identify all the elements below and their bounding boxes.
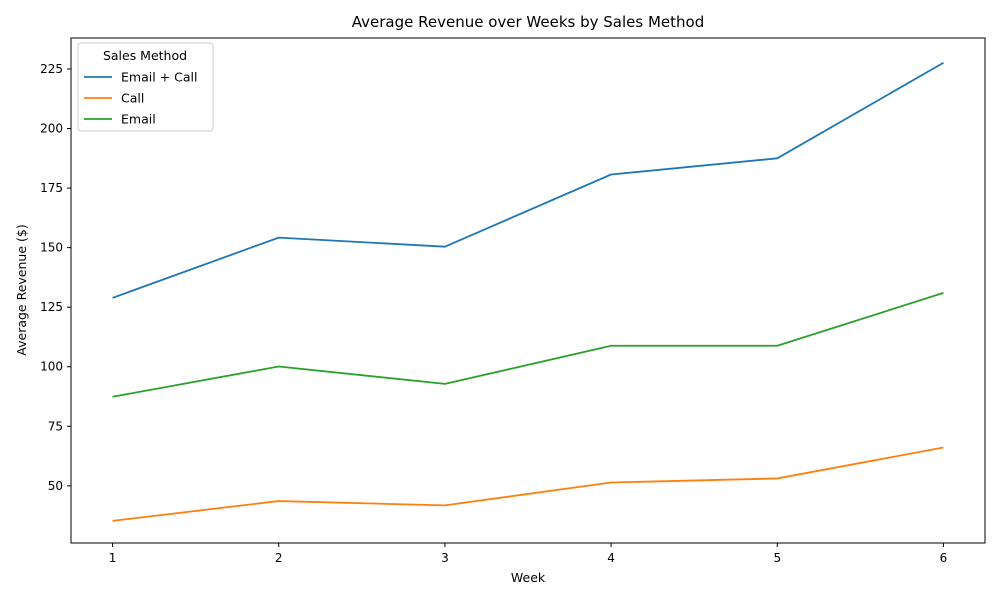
series-layer <box>112 61 944 522</box>
legend-title: Sales Method <box>103 48 187 63</box>
y-tick-label: 150 <box>40 241 63 255</box>
legend-box <box>77 42 214 132</box>
x-tick-label: 4 <box>607 551 615 565</box>
y-axis-label: Average Revenue ($) <box>14 224 29 355</box>
legend-label-email-call: Email + Call <box>121 70 197 85</box>
plot-frame <box>70 37 986 544</box>
series-line-email <box>112 292 944 398</box>
chart-title: Average Revenue over Weeks by Sales Meth… <box>352 13 704 31</box>
y-tick-label: 125 <box>40 300 63 314</box>
x-tick-label: 2 <box>275 551 283 565</box>
y-axis-ticks: 50 75 100 125 150 175 200 225 <box>40 62 71 493</box>
y-tick-label: 75 <box>48 419 63 433</box>
y-tick-label: 175 <box>40 181 63 195</box>
legend-label-call: Call <box>121 91 144 106</box>
series-line-call <box>112 446 944 522</box>
y-tick-label: 225 <box>40 62 63 76</box>
x-tick-label: 5 <box>773 551 781 565</box>
x-axis-ticks: 1 2 3 4 5 6 <box>109 543 948 565</box>
y-tick-label: 200 <box>40 122 63 136</box>
x-tick-label: 3 <box>441 551 449 565</box>
y-tick-label: 50 <box>48 479 63 493</box>
series-line-email-call <box>112 61 944 299</box>
x-tick-label: 6 <box>940 551 948 565</box>
legend-label-email: Email <box>121 112 156 127</box>
y-tick-label: 100 <box>40 360 63 374</box>
x-tick-label: 1 <box>109 551 117 565</box>
x-axis-label: Week <box>511 570 546 585</box>
legend: Sales Method Email + Call Call Email <box>77 42 214 132</box>
